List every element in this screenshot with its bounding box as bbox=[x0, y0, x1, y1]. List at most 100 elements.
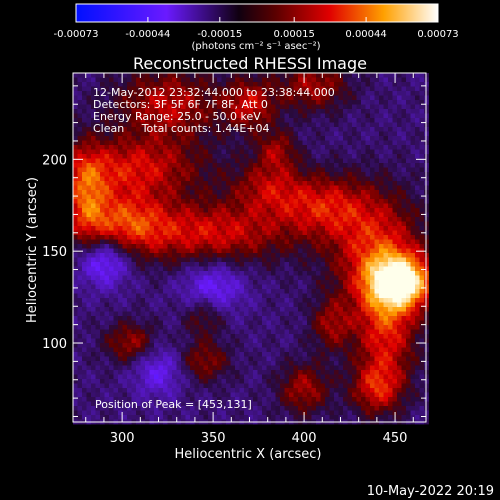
heatmap-cell bbox=[104, 136, 110, 141]
heatmap-cell bbox=[248, 334, 254, 339]
heatmap-cell bbox=[118, 82, 123, 87]
heatmap-cell bbox=[140, 289, 146, 294]
heatmap-cell bbox=[325, 176, 330, 182]
heatmap-cell bbox=[145, 343, 150, 348]
heatmap-cell bbox=[356, 298, 362, 303]
heatmap-cell bbox=[172, 127, 177, 132]
heatmap-cell bbox=[307, 334, 312, 339]
heatmap-cell bbox=[104, 203, 110, 209]
heatmap-cell bbox=[104, 235, 110, 240]
heatmap-cell bbox=[374, 167, 380, 173]
heatmap-cell bbox=[284, 95, 290, 101]
heatmap-cell bbox=[244, 77, 249, 83]
heatmap-cell bbox=[221, 262, 227, 267]
heatmap-cell bbox=[226, 208, 231, 213]
heatmap-cell bbox=[199, 190, 204, 195]
heatmap-cell bbox=[293, 293, 299, 299]
heatmap-cell bbox=[122, 136, 128, 141]
heatmap-cell bbox=[154, 334, 159, 339]
heatmap-cell bbox=[140, 199, 146, 204]
heatmap-cell bbox=[104, 140, 110, 146]
heatmap-cell bbox=[248, 167, 254, 173]
heatmap-cell bbox=[365, 352, 371, 357]
heatmap-cell bbox=[203, 199, 209, 204]
heatmap-cell bbox=[86, 248, 92, 254]
heatmap-cell bbox=[217, 185, 222, 191]
heatmap-cell bbox=[140, 140, 146, 146]
heatmap-cell bbox=[352, 329, 357, 335]
heatmap-cell bbox=[361, 208, 366, 213]
heatmap-cell bbox=[131, 194, 137, 200]
heatmap-cell bbox=[172, 95, 177, 101]
heatmap-cell bbox=[338, 145, 344, 150]
heatmap-cell bbox=[365, 320, 371, 326]
heatmap-cell bbox=[91, 86, 96, 92]
heatmap-cell bbox=[113, 280, 119, 285]
heatmap-cell bbox=[91, 275, 96, 281]
heatmap-cell bbox=[374, 212, 380, 218]
heatmap-cell bbox=[343, 131, 348, 137]
heatmap-cell bbox=[235, 284, 240, 290]
heatmap-cell bbox=[361, 298, 366, 303]
heatmap-cell bbox=[176, 293, 182, 299]
heatmap-cell bbox=[298, 109, 303, 114]
heatmap-cell bbox=[361, 136, 366, 141]
heatmap-cell bbox=[284, 235, 290, 240]
heatmap-cell bbox=[347, 154, 353, 159]
heatmap-cell bbox=[388, 343, 393, 348]
heatmap-cell bbox=[419, 289, 425, 294]
heatmap-cell bbox=[118, 307, 123, 312]
heatmap-cell bbox=[388, 212, 393, 218]
heatmap-cell bbox=[82, 104, 87, 110]
heatmap-cell bbox=[82, 356, 87, 362]
heatmap-cell bbox=[145, 167, 150, 173]
heatmap-cell bbox=[235, 149, 240, 155]
heatmap-cell bbox=[406, 118, 411, 123]
heatmap-cell bbox=[419, 284, 425, 290]
heatmap-cell bbox=[280, 140, 285, 146]
heatmap-cell bbox=[221, 73, 227, 78]
heatmap-cell bbox=[419, 347, 425, 353]
heatmap-cell bbox=[352, 248, 357, 254]
heatmap-cell bbox=[298, 190, 303, 195]
heatmap-cell bbox=[230, 338, 236, 344]
heatmap-cell bbox=[379, 109, 384, 114]
heatmap-cell bbox=[199, 91, 204, 96]
heatmap-cell bbox=[293, 203, 299, 209]
heatmap-cell bbox=[271, 320, 276, 326]
heatmap-cell bbox=[212, 338, 218, 344]
heatmap-cell bbox=[338, 131, 344, 137]
heatmap-cell bbox=[311, 91, 317, 96]
heatmap-cell bbox=[325, 185, 330, 191]
heatmap-cell bbox=[338, 352, 344, 357]
heatmap-cell bbox=[253, 163, 258, 168]
heatmap-cell bbox=[280, 239, 285, 245]
heatmap-cell bbox=[77, 91, 83, 96]
heatmap-cell bbox=[95, 194, 101, 200]
heatmap-cell bbox=[244, 334, 249, 339]
heatmap-cell bbox=[379, 131, 384, 137]
heatmap-cell bbox=[280, 199, 285, 204]
heatmap-cell bbox=[374, 347, 380, 353]
heatmap-cell bbox=[208, 212, 213, 218]
heatmap-cell bbox=[248, 338, 254, 344]
heatmap-cell bbox=[280, 316, 285, 321]
heatmap-cell bbox=[131, 163, 137, 168]
heatmap-cell bbox=[329, 329, 335, 335]
heatmap-cell bbox=[271, 122, 276, 128]
heatmap-cell bbox=[334, 208, 339, 213]
heatmap-cell bbox=[199, 149, 204, 155]
heatmap-cell bbox=[329, 136, 335, 141]
heatmap-cell bbox=[298, 140, 303, 146]
heatmap-cell bbox=[226, 311, 231, 317]
heatmap-cell bbox=[347, 217, 353, 222]
heatmap-cell bbox=[271, 230, 276, 236]
heatmap-cell bbox=[257, 352, 263, 357]
heatmap-cell bbox=[73, 262, 78, 267]
heatmap-cell bbox=[163, 194, 168, 200]
heatmap-cell bbox=[307, 307, 312, 312]
heatmap-cell bbox=[356, 230, 362, 236]
heatmap-cell bbox=[401, 217, 407, 222]
heatmap-cell bbox=[388, 109, 393, 114]
heatmap-cell bbox=[95, 280, 101, 285]
